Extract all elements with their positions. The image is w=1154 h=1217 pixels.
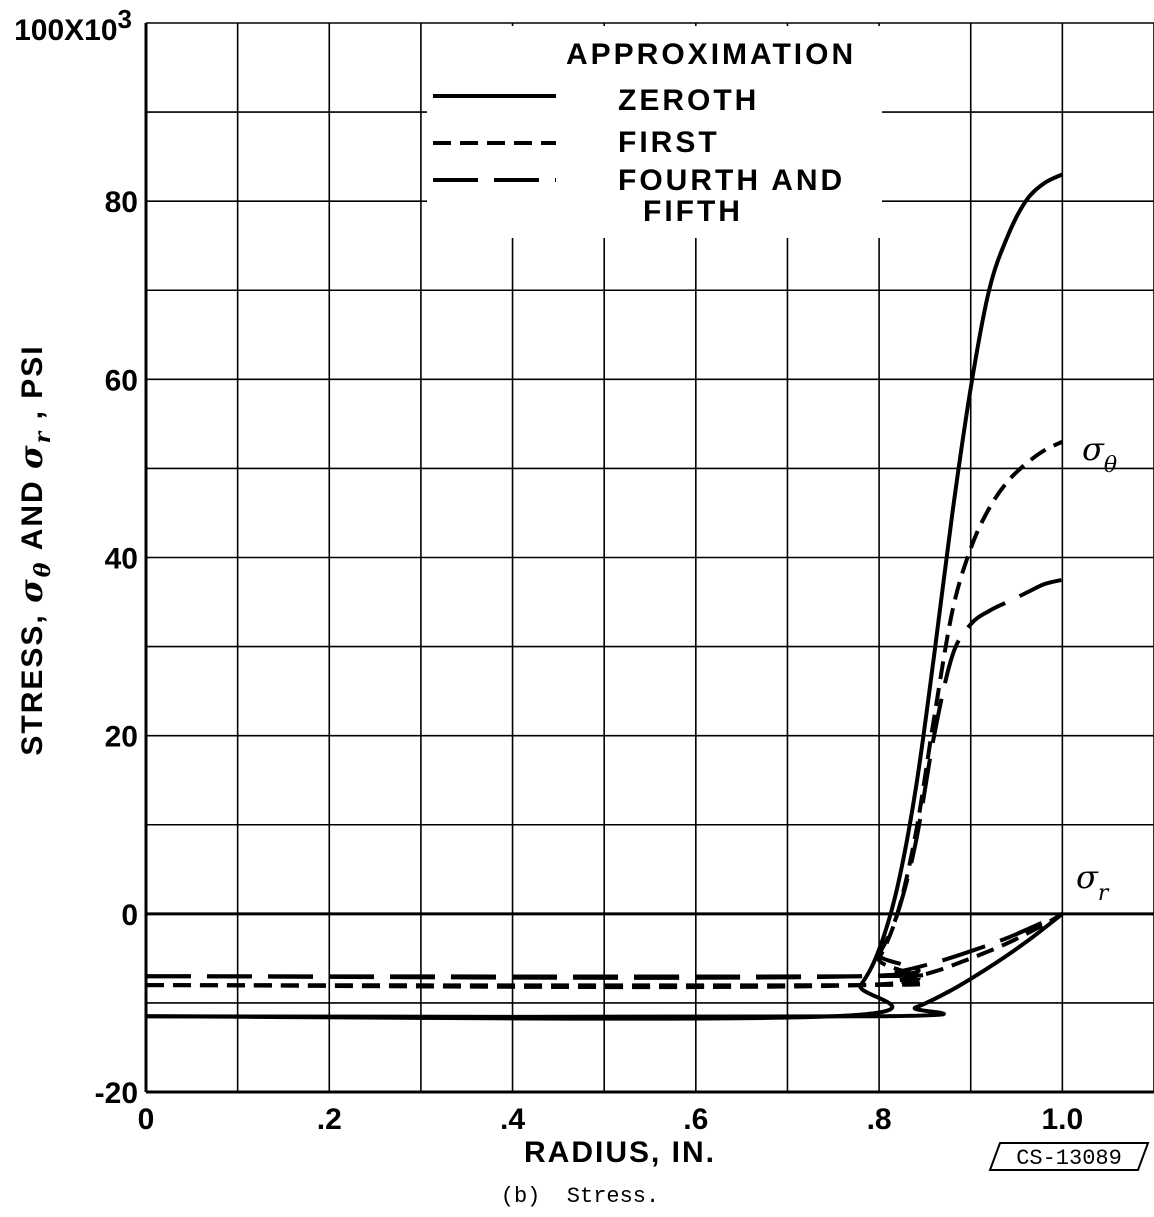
figure-caption: (b) Stress.	[501, 1184, 659, 1209]
legend-entry-zeroth: ZEROTH	[618, 84, 759, 117]
legend-entry-fourth: FOURTH AND	[618, 164, 845, 197]
y-tick-label: -20	[95, 1077, 138, 1110]
x-tick-label: .2	[317, 1103, 342, 1136]
x-tick-label: 0	[138, 1103, 155, 1136]
sigma-theta-label: σθ	[1082, 430, 1117, 478]
legend-entry-first: FIRST	[618, 126, 720, 159]
series-lines	[145, 172, 1064, 1021]
legend: APPROXIMATION ZEROTH FIRST FOURTH AND FI…	[427, 26, 882, 238]
x-tick-label: 1.0	[1042, 1103, 1084, 1136]
y-tick-label: 20	[105, 721, 138, 754]
series-zeroth-sigma-r	[145, 912, 1064, 1019]
x-tick-label: .4	[500, 1103, 525, 1136]
y-tick-label: 60	[105, 364, 138, 397]
y-tick-label: 80	[105, 186, 138, 219]
series-first-sigma-r	[145, 912, 1064, 988]
legend-title: APPROXIMATION	[566, 38, 856, 71]
sigma-r-label: σr	[1076, 858, 1110, 906]
legend-box	[427, 26, 882, 238]
y-tick-label: 100X103	[14, 4, 132, 47]
x-tick-label: .8	[867, 1103, 892, 1136]
y-tick-label: 0	[121, 899, 138, 932]
series-fourth-and-fifth-sigma-r	[145, 911, 1064, 979]
x-axis-label: RADIUS, IN.	[524, 1136, 716, 1169]
y-tick-sup: 3	[118, 4, 132, 34]
figure-id-stamp: CS-13089	[988, 1142, 1150, 1171]
legend-entry-fifth: FIFTH	[643, 195, 743, 228]
y-axis-label: STRESS, σθ AND σr , PSI	[12, 344, 56, 755]
figure-id: CS-13089	[1016, 1146, 1122, 1171]
x-tick-label: .6	[683, 1103, 708, 1136]
y-tick-label: 40	[105, 543, 138, 576]
